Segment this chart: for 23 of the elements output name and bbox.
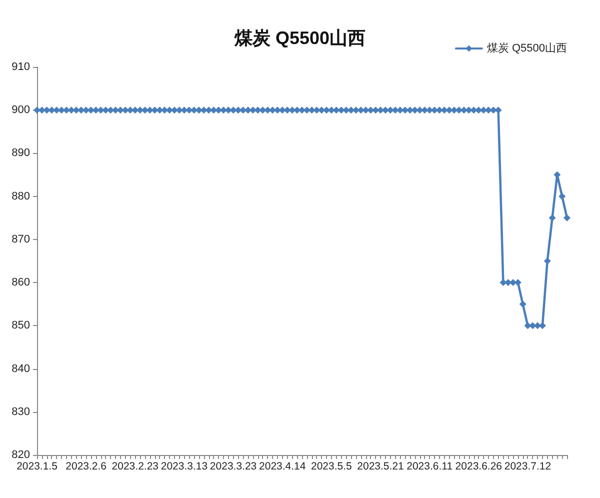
x-tick-label: 2023.7.12 — [504, 460, 552, 472]
y-tick-label: 890 — [12, 147, 30, 160]
y-tick-label: 900 — [12, 104, 30, 116]
x-tick-label: 2023.3.23 — [210, 460, 257, 472]
y-tick-label: 820 — [12, 449, 30, 461]
y-tick-label: 910 — [12, 61, 30, 73]
x-tick-label: 2023.5.21 — [357, 460, 404, 472]
y-tick-label: 830 — [12, 406, 30, 418]
x-tick-label: 2023.6.26 — [455, 460, 502, 472]
x-tick-label: 2023.5.5 — [311, 460, 352, 472]
y-tick-label: 870 — [12, 233, 30, 246]
y-tick-label: 880 — [12, 190, 30, 202]
y-tick-label: 840 — [12, 362, 30, 375]
chart-title: 煤炭 Q5500山西 — [233, 28, 366, 48]
x-tick-label: 2023.1.5 — [16, 460, 58, 472]
y-tick-label: 850 — [12, 320, 30, 332]
x-tick-label: 2023.2.6 — [66, 460, 107, 472]
legend-label: 煤炭 Q5500山西 — [486, 42, 568, 54]
x-tick-label: 2023.2.23 — [112, 460, 159, 472]
x-tick-label: 2023.4.14 — [259, 460, 306, 472]
x-tick-label: 2023.6.11 — [406, 460, 453, 472]
x-tick-label: 2023.3.13 — [160, 460, 208, 472]
y-tick-label: 860 — [12, 276, 30, 289]
